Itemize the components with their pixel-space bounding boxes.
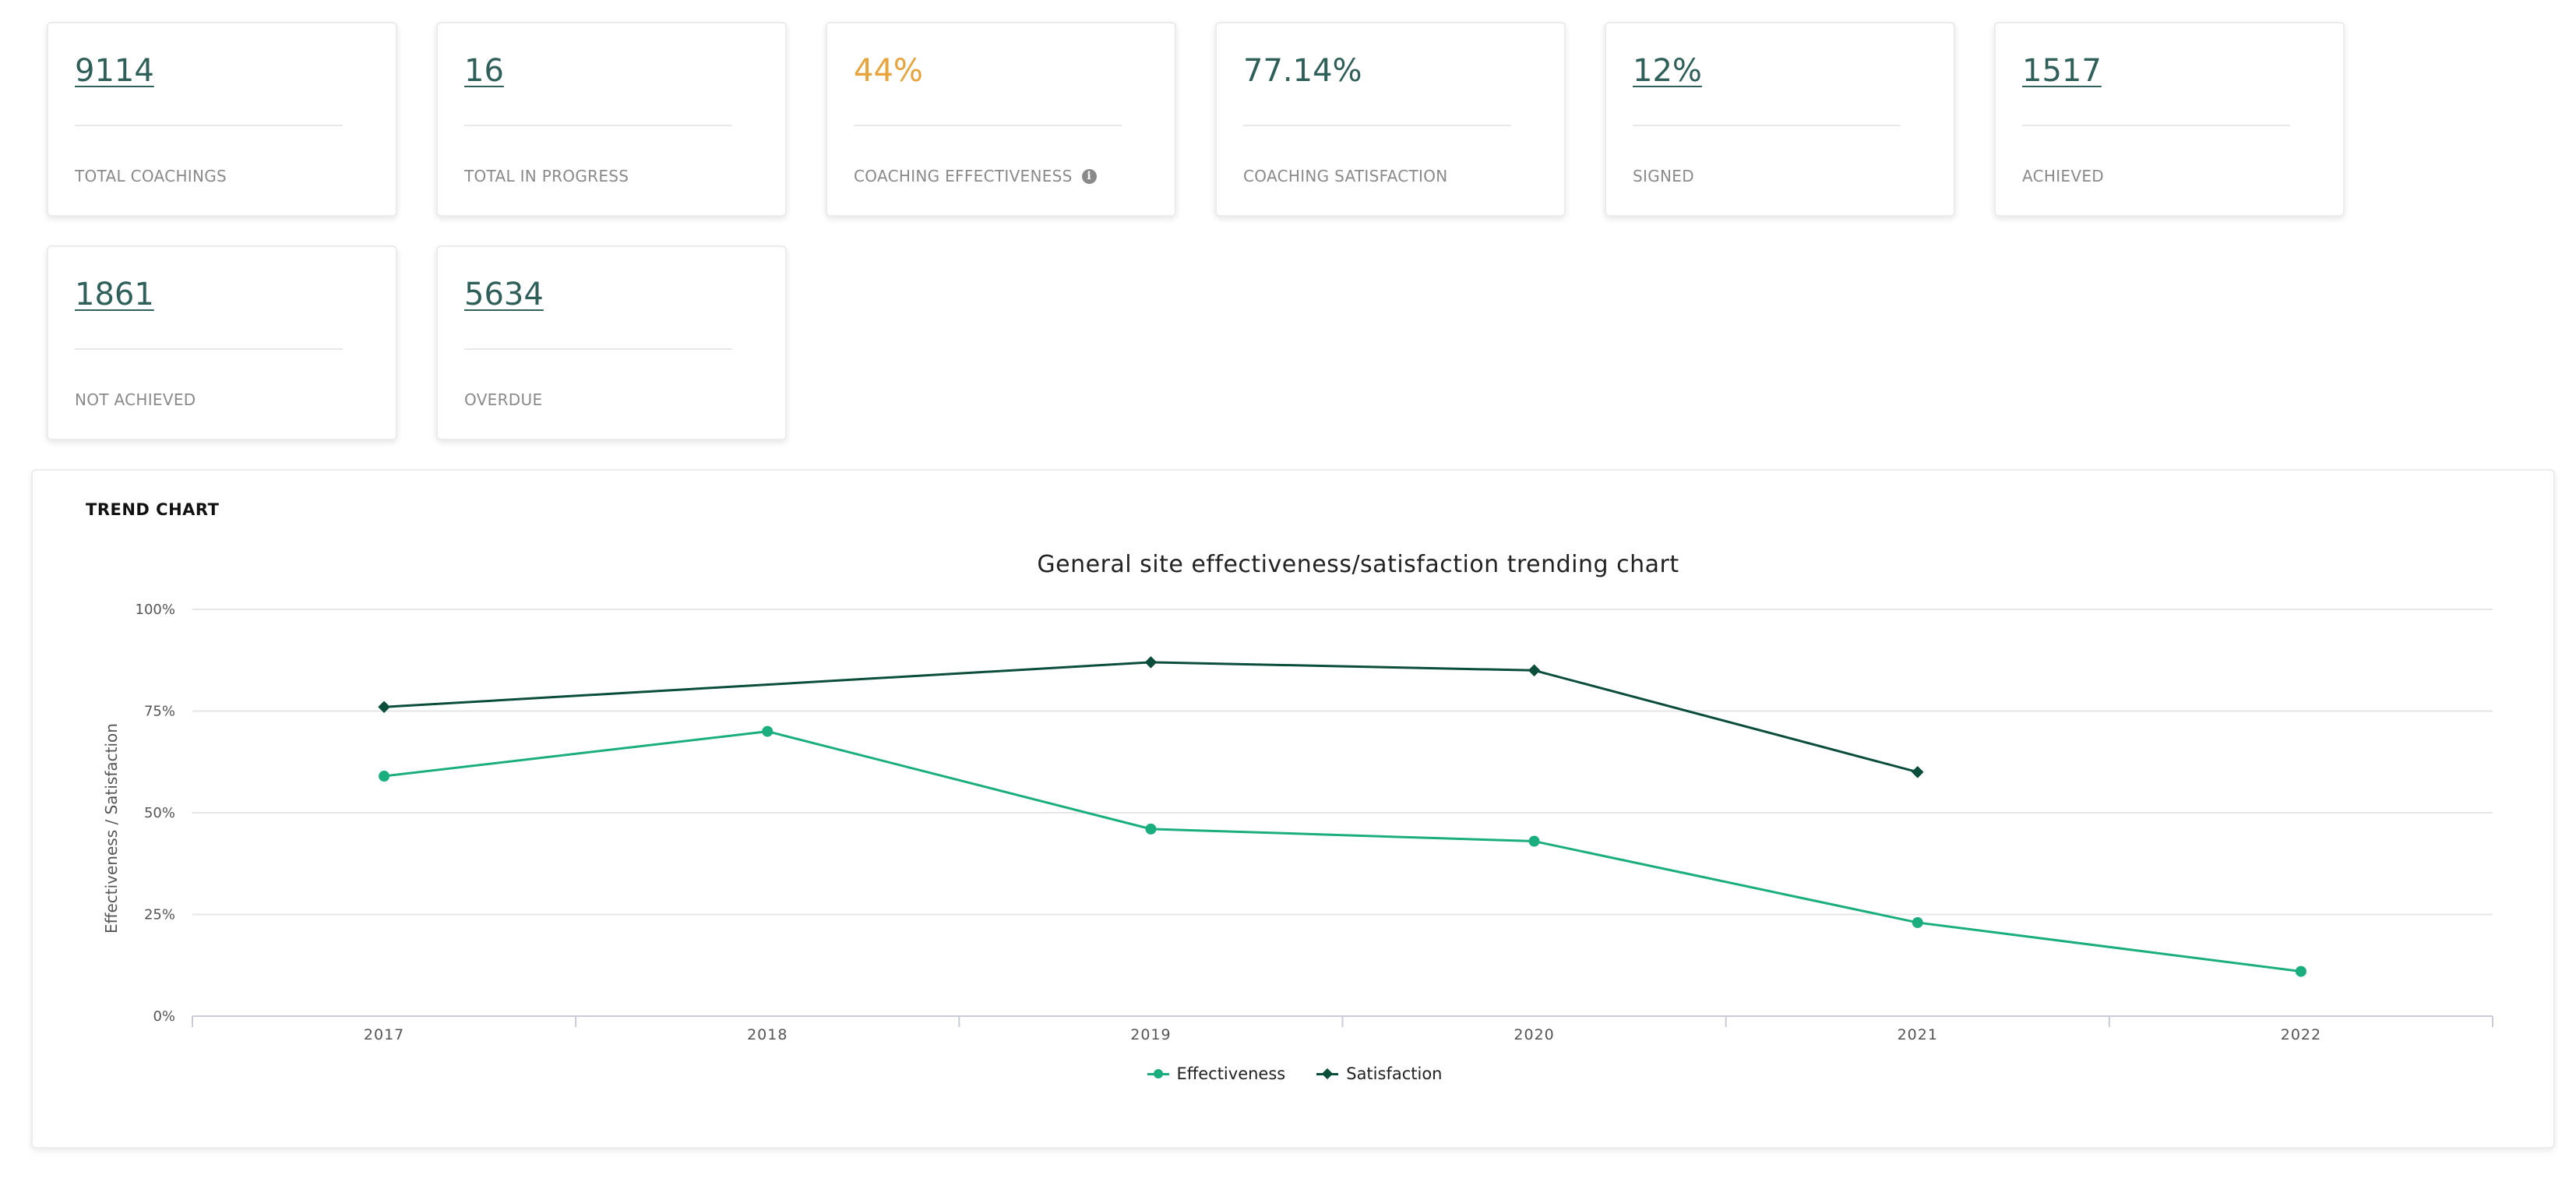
- stat-divider: [464, 125, 732, 126]
- data-point-satisfaction: [378, 701, 390, 714]
- data-point-effectiveness: [379, 771, 390, 782]
- legend-item-satisfaction[interactable]: Satisfaction: [1316, 1064, 1442, 1083]
- trend-chart-heading: TREND CHART: [86, 500, 220, 519]
- trend-chart-panel: TREND CHART General site effectiveness/s…: [31, 469, 2555, 1149]
- x-tick-label: 2017: [364, 1026, 404, 1043]
- data-point-effectiveness: [1145, 823, 1157, 835]
- stat-card-signed: 12% SIGNED: [1605, 22, 1955, 217]
- stat-card-overdue: 5634 OVERDUE: [436, 245, 787, 440]
- signed-value[interactable]: 12%: [1633, 53, 1702, 89]
- stat-divider: [1633, 125, 1901, 126]
- not-achieved-value[interactable]: 1861: [75, 277, 154, 312]
- y-tick-label: 75%: [144, 704, 175, 720]
- stat-card-achieved: 1517 ACHIEVED: [1994, 22, 2345, 217]
- y-tick-label: 0%: [153, 1008, 175, 1025]
- data-point-satisfaction: [1528, 664, 1541, 677]
- stat-card-not-achieved: 1861 NOT ACHIEVED: [47, 245, 397, 440]
- y-tick-label: 50%: [144, 805, 175, 821]
- signed-label: SIGNED: [1633, 167, 1694, 185]
- legend-label-effectiveness: Effectiveness: [1176, 1064, 1286, 1083]
- stat-divider: [1243, 125, 1511, 126]
- data-point-effectiveness: [1912, 916, 1923, 928]
- total-in-progress-value[interactable]: 16: [464, 53, 504, 89]
- trend-chart: General site effectiveness/satisfaction …: [102, 551, 2493, 1043]
- stat-divider: [75, 125, 343, 126]
- stat-card-coaching-effectiveness: 44% COACHING EFFECTIVENESS i: [826, 22, 1176, 217]
- chart-legend: Effectiveness Satisfaction: [33, 1064, 2557, 1083]
- coaching-effectiveness-label: COACHING EFFECTIVENESS i: [854, 167, 1097, 185]
- x-tick-label: 2018: [747, 1026, 788, 1043]
- achieved-value[interactable]: 1517: [2022, 53, 2102, 89]
- legend-item-effectiveness[interactable]: Effectiveness: [1147, 1064, 1286, 1083]
- coaching-satisfaction-value: 77.14%: [1243, 53, 1362, 89]
- coaching-satisfaction-label: COACHING SATISFACTION: [1243, 167, 1448, 185]
- y-axis-label: Effectiveness / Satisfaction: [102, 723, 121, 934]
- achieved-label: ACHIEVED: [2022, 167, 2104, 185]
- stat-card-total-in-progress: 16 TOTAL IN PROGRESS: [436, 22, 787, 217]
- legend-circle-icon: [1147, 1068, 1169, 1080]
- stat-divider: [854, 125, 1122, 126]
- overdue-label: OVERDUE: [464, 390, 543, 409]
- y-tick-label: 100%: [136, 602, 175, 618]
- data-point-effectiveness: [1528, 835, 1540, 847]
- series-line-effectiveness: [383, 730, 2302, 973]
- stat-divider: [464, 348, 732, 350]
- x-tick-label: 2020: [1514, 1026, 1554, 1043]
- coaching-effectiveness-value: 44%: [854, 53, 923, 89]
- info-icon[interactable]: i: [1081, 168, 1097, 184]
- legend-label-satisfaction: Satisfaction: [1346, 1064, 1443, 1083]
- stat-divider: [75, 348, 343, 350]
- total-coachings-label: TOTAL COACHINGS: [75, 167, 227, 185]
- data-point-effectiveness: [2295, 965, 2306, 977]
- legend-diamond-icon: [1316, 1068, 1339, 1080]
- data-point-satisfaction: [1911, 766, 1924, 778]
- x-tick-label: 2019: [1130, 1026, 1171, 1043]
- total-in-progress-label: TOTAL IN PROGRESS: [464, 167, 629, 185]
- data-point-effectiveness: [762, 725, 774, 737]
- chart-title: General site effectiveness/satisfaction …: [1037, 551, 1679, 578]
- data-point-satisfaction: [1144, 656, 1158, 669]
- x-tick-label: 2022: [2281, 1026, 2321, 1043]
- stat-card-total-coachings: 9114 TOTAL COACHINGS: [47, 22, 397, 217]
- overdue-value[interactable]: 5634: [464, 277, 544, 312]
- series-line-satisfaction: [383, 661, 1919, 774]
- not-achieved-label: NOT ACHIEVED: [75, 390, 196, 409]
- total-coachings-value[interactable]: 9114: [75, 53, 154, 89]
- x-tick-label: 2021: [1898, 1026, 1938, 1043]
- y-tick-label: 25%: [144, 907, 175, 923]
- stat-divider: [2022, 125, 2290, 126]
- stat-card-coaching-satisfaction: 77.14% COACHING SATISFACTION: [1215, 22, 1566, 217]
